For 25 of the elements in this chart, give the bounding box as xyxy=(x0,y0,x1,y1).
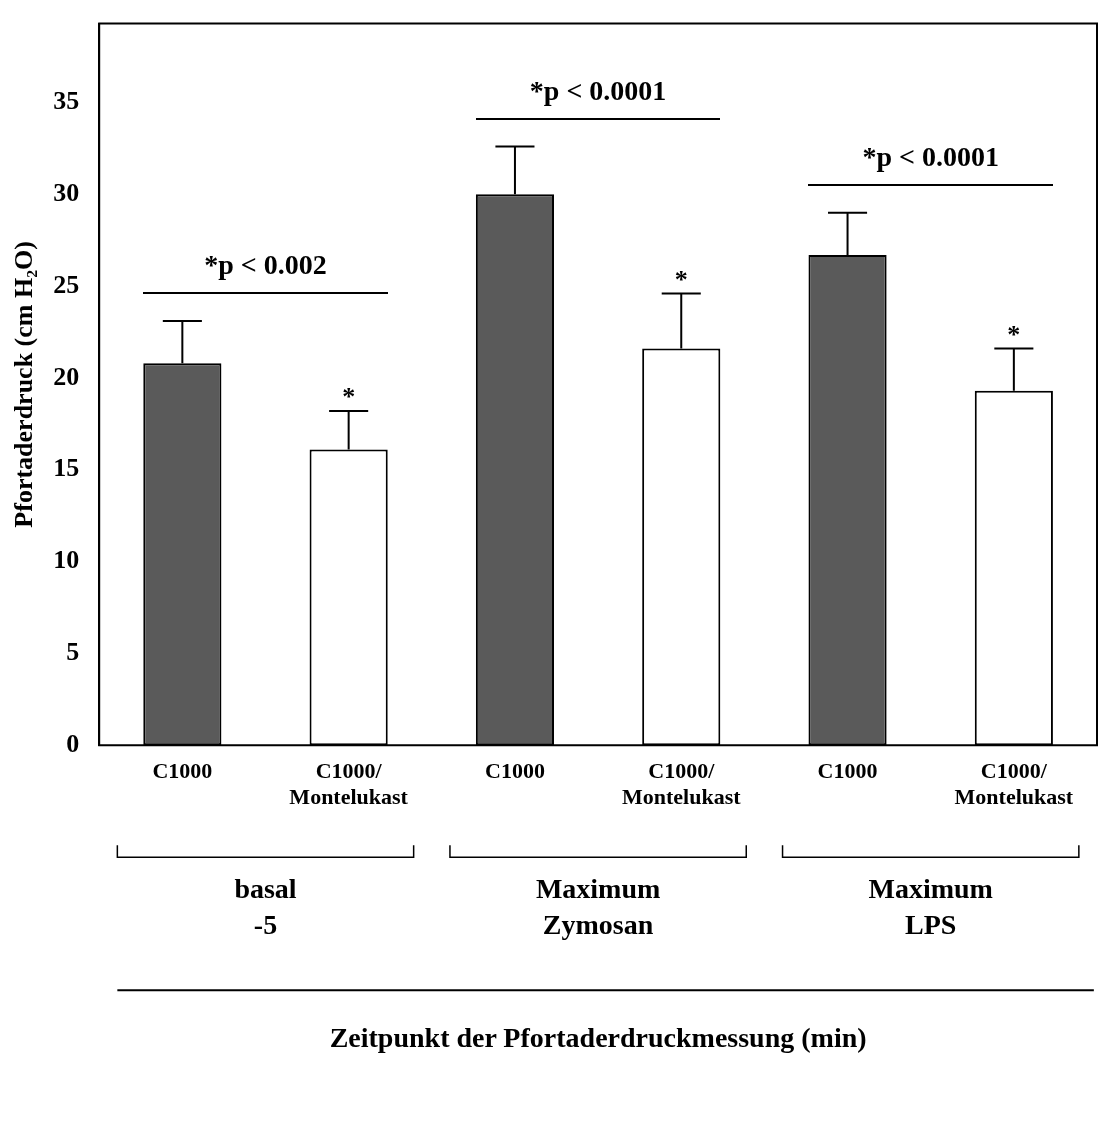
x-tick-label: C1000 xyxy=(152,758,213,784)
annotation: *p < 0.0001 xyxy=(529,74,667,106)
annotation: * xyxy=(342,382,356,412)
x-tick-label: C1000/ Montelukast xyxy=(621,758,742,810)
y-tick-label: 5 xyxy=(66,637,80,667)
text: Zeitpunkt der Pfortaderdruckmessung (min) xyxy=(329,1022,867,1054)
x-tick-label: C1000 xyxy=(485,758,545,784)
y-tick-label: 25 xyxy=(53,269,80,299)
y-axis-title: Pfortaderdruck (cm H₂O) xyxy=(9,241,39,528)
annotation: *p < 0.0001 xyxy=(862,140,999,172)
y-tick-label: 0 xyxy=(66,728,80,758)
y-tick-label: 15 xyxy=(53,453,80,483)
text: Maximum LPS xyxy=(868,873,993,941)
y-tick-label: 30 xyxy=(53,178,80,208)
x-tick-label: C1000/ Montelukast xyxy=(289,758,409,810)
y-tick-label: 35 xyxy=(53,86,80,116)
annotation: * xyxy=(674,264,688,294)
y-tick-label: 10 xyxy=(53,545,80,575)
text: Maximum Zymosan xyxy=(535,873,661,941)
annotation: * xyxy=(1007,319,1021,349)
text: basal -5 xyxy=(234,873,297,941)
annotation: *p < 0.002 xyxy=(204,249,327,281)
x-tick-label: C1000/ Montelukast xyxy=(954,758,1074,810)
y-tick-label: 20 xyxy=(53,361,80,391)
x-tick-label: C1000 xyxy=(817,758,878,784)
